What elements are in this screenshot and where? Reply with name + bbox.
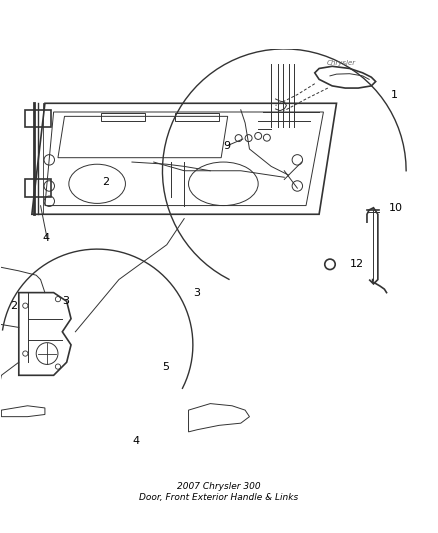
Text: 4: 4 [132, 435, 139, 446]
Text: 2: 2 [10, 301, 17, 311]
Text: 4: 4 [43, 233, 50, 243]
Text: 5: 5 [162, 361, 170, 372]
Text: Chrysler: Chrysler [326, 60, 355, 66]
Text: 12: 12 [350, 260, 364, 269]
Text: 3: 3 [193, 288, 200, 297]
Text: 9: 9 [223, 141, 230, 150]
Text: 3: 3 [62, 296, 69, 306]
Text: 2: 2 [102, 176, 110, 187]
Text: 2007 Chrysler 300
Door, Front Exterior Handle & Links: 2007 Chrysler 300 Door, Front Exterior H… [139, 482, 299, 502]
Text: 10: 10 [389, 203, 403, 213]
Text: 1: 1 [391, 90, 398, 100]
